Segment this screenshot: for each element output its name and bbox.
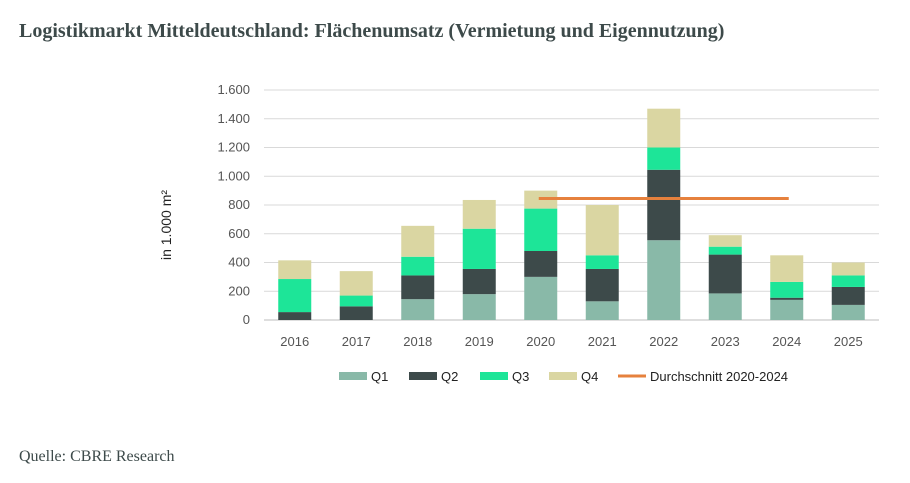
legend-label: Q2 [441,369,458,384]
y-tick-label: 1.000 [217,168,250,183]
x-axis: 2016 2017 2018 2019 2020 2021 2022 2023 2024 2025 [280,334,862,349]
y-tick-label: 0 [243,312,250,327]
bar-segment-q4-2022 [647,108,681,148]
bar-stacks [278,108,865,320]
bar-segment-q1-2020 [524,276,558,320]
bar-segment-q3-2017 [339,295,373,307]
bar-segment-q3-2025 [831,275,865,287]
source-note: Quelle: CBRE Research [19,448,175,465]
bar-segment-q2-2020 [524,251,558,277]
bar-segment-q2-2024 [770,297,804,300]
y-axis: 0 200 400 600 800 1.000 1.200 1.400 1.600 [217,82,250,327]
x-tick-label: 2023 [711,334,740,349]
bar-segment-q2-2025 [831,286,865,305]
x-tick-label: 2022 [649,334,678,349]
bar-segment-q1-2024 [770,299,804,320]
legend-label: Durchschnitt 2020-2024 [650,369,788,384]
bar-segment-q4-2017 [339,271,373,296]
bar-segment-q3-2022 [647,147,681,170]
bar-segment-q2-2019 [462,268,496,295]
legend-swatch-q1 [339,372,367,380]
bar-segment-q4-2018 [401,225,435,257]
legend-label: Q1 [371,369,388,384]
bar-segment-q4-2019 [462,199,496,229]
bar-segment-q3-2020 [524,208,558,251]
y-tick-label: 800 [228,197,250,212]
x-tick-label: 2024 [772,334,801,349]
x-tick-label: 2020 [526,334,555,349]
chart-title: Logistikmarkt Mitteldeutschland: Flächen… [19,20,725,42]
bar-segment-q3-2016 [278,279,312,313]
bar-segment-q3-2019 [462,228,496,269]
bar-segment-q1-2018 [401,299,435,320]
legend-label: Q4 [581,369,598,384]
y-axis-label: in 1.000 m² [158,190,174,260]
bar-segment-q4-2021 [585,205,619,256]
bar-segment-q3-2024 [770,281,804,298]
bar-segment-q4-2023 [708,235,742,247]
bar-segment-q4-2016 [278,260,312,280]
bar-segment-q1-2022 [647,240,681,320]
bar-segment-q1-2019 [462,294,496,320]
bar-segment-q4-2025 [831,262,865,276]
y-tick-label: 600 [228,226,250,241]
bar-segment-q1-2021 [585,301,619,320]
x-tick-label: 2017 [342,334,371,349]
x-tick-label: 2019 [465,334,494,349]
legend-label: Q3 [512,369,529,384]
bar-segment-q2-2023 [708,254,742,294]
bar-segment-q3-2021 [585,255,619,269]
bar-segment-q2-2016 [278,312,312,320]
bar-segment-q2-2021 [585,268,619,302]
x-tick-label: 2016 [280,334,309,349]
y-tick-label: 1.600 [217,82,250,97]
legend-swatch-q2 [409,372,437,380]
bar-segment-q3-2018 [401,256,435,276]
x-tick-label: 2018 [403,334,432,349]
y-tick-label: 1.200 [217,140,250,155]
y-tick-label: 400 [228,255,250,270]
bar-segment-q4-2024 [770,255,804,282]
bar-segment-q2-2018 [401,275,435,300]
bar-segment-q1-2023 [708,293,742,320]
bar-segment-q2-2022 [647,169,681,241]
legend-swatch-q4 [549,372,577,380]
bar-segment-q3-2023 [708,246,742,255]
x-tick-label: 2025 [834,334,863,349]
bar-segment-q2-2017 [339,306,373,320]
legend: Q1 Q2 Q3 Q4 Durchschnitt 2020-2024 [339,369,788,384]
y-tick-label: 200 [228,283,250,298]
x-tick-label: 2021 [588,334,617,349]
y-tick-label: 1.400 [217,111,250,126]
bar-segment-q1-2025 [831,304,865,320]
legend-swatch-q3 [480,372,508,380]
